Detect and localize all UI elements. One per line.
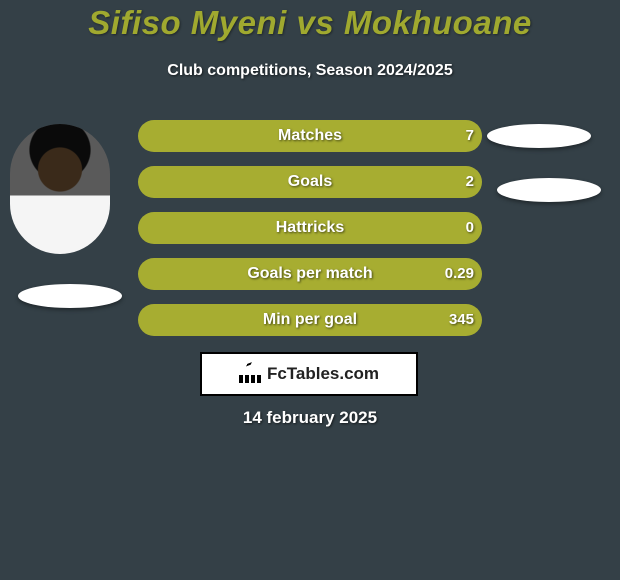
comparison-canvas: Sifiso Myeni vs Mokhuoane Club competiti…	[0, 0, 620, 580]
page-subtitle: Club competitions, Season 2024/2025	[0, 62, 620, 80]
bar-chart-icon	[239, 365, 261, 383]
bar-fill	[138, 120, 482, 152]
player2-stat-puck-1	[487, 124, 591, 148]
player2-stat-puck-2	[497, 178, 601, 202]
page-title: Sifiso Myeni vs Mokhuoane	[0, 4, 620, 42]
avatar-photo-placeholder	[10, 124, 110, 254]
bar-fill	[138, 304, 482, 336]
bar-row-matches: Matches 7	[138, 120, 482, 152]
watermark-text: FcTables.com	[267, 364, 379, 384]
bar-fill	[138, 258, 482, 290]
bar-row-goals: Goals 2	[138, 166, 482, 198]
stats-bars: Matches 7 Goals 2 Hattricks 0 Goals per …	[138, 120, 482, 350]
player1-avatar	[10, 124, 110, 254]
player1-stat-puck	[18, 284, 122, 308]
bar-row-goals-per-match: Goals per match 0.29	[138, 258, 482, 290]
bar-fill	[138, 212, 482, 244]
bar-row-min-per-goal: Min per goal 345	[138, 304, 482, 336]
footer-date: 14 february 2025	[0, 408, 620, 428]
bar-row-hattricks: Hattricks 0	[138, 212, 482, 244]
watermark-box: FcTables.com	[200, 352, 418, 396]
bar-fill	[138, 166, 482, 198]
